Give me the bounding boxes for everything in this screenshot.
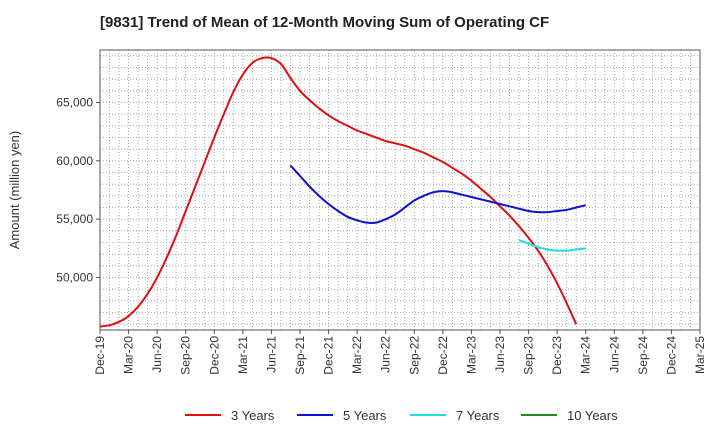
- y-tick-label: 60,000: [56, 154, 93, 168]
- x-tick-label: Mar-24: [579, 336, 593, 374]
- x-tick-label: Sep-22: [407, 336, 421, 375]
- series-line-7-years: [518, 239, 586, 252]
- chart-title: [9831] Trend of Mean of 12-Month Moving …: [100, 14, 550, 31]
- legend-item-3-years: 3 Years: [185, 404, 274, 426]
- legend-item-7-years: 7 Years: [410, 404, 499, 426]
- x-tick-label: Jun-23: [493, 336, 507, 373]
- y-tick-label: 55,000: [56, 212, 93, 226]
- plot-area: [100, 50, 700, 330]
- series-line-5-years: [289, 164, 586, 225]
- x-tick-label: Mar-21: [236, 336, 250, 374]
- x-tick-label: Jun-24: [607, 336, 621, 373]
- x-tick-label: Mar-22: [350, 336, 364, 374]
- x-tick-label: Dec-21: [322, 336, 336, 375]
- legend-swatch: [410, 414, 446, 416]
- x-tick-label: Mar-25: [693, 336, 707, 374]
- x-tick-label: Dec-22: [436, 336, 450, 375]
- x-tick-label: Sep-23: [522, 336, 536, 375]
- x-tick-label: Mar-20: [122, 336, 136, 374]
- x-tick-label: Dec-24: [664, 336, 678, 375]
- y-tick-label: 65,000: [56, 96, 93, 110]
- x-tick-label: Sep-21: [293, 336, 307, 375]
- legend-swatch: [185, 414, 221, 416]
- legend-label: 10 Years: [567, 407, 618, 423]
- y-axis-label: Amount (million yen): [7, 131, 22, 250]
- legend-swatch: [297, 414, 333, 416]
- x-tick-label: Sep-20: [179, 336, 193, 375]
- legend-label: 3 Years: [231, 407, 275, 423]
- x-tick-label: Jun-22: [379, 336, 393, 373]
- legend-label: 5 Years: [343, 407, 387, 423]
- x-tick-label: Dec-19: [93, 336, 107, 375]
- legend-item-5-years: 5 Years: [297, 404, 386, 426]
- x-tick-label: Sep-24: [636, 336, 650, 375]
- x-tick-label: Mar-23: [464, 336, 478, 374]
- y-tick-label: 50,000: [56, 271, 93, 285]
- x-tick-label: Dec-23: [550, 336, 564, 375]
- legend-swatch: [521, 414, 557, 416]
- x-tick-label: Dec-20: [207, 336, 221, 375]
- x-tick-label: Jun-21: [264, 336, 278, 373]
- legend-label: 7 Years: [456, 407, 500, 423]
- x-tick-label: Jun-20: [150, 336, 164, 373]
- plot-frame: [99, 49, 701, 331]
- legend-item-10-years: 10 Years: [521, 404, 618, 426]
- chart-legend: 3 Years 5 Years 7 Years 10 Years: [0, 404, 720, 426]
